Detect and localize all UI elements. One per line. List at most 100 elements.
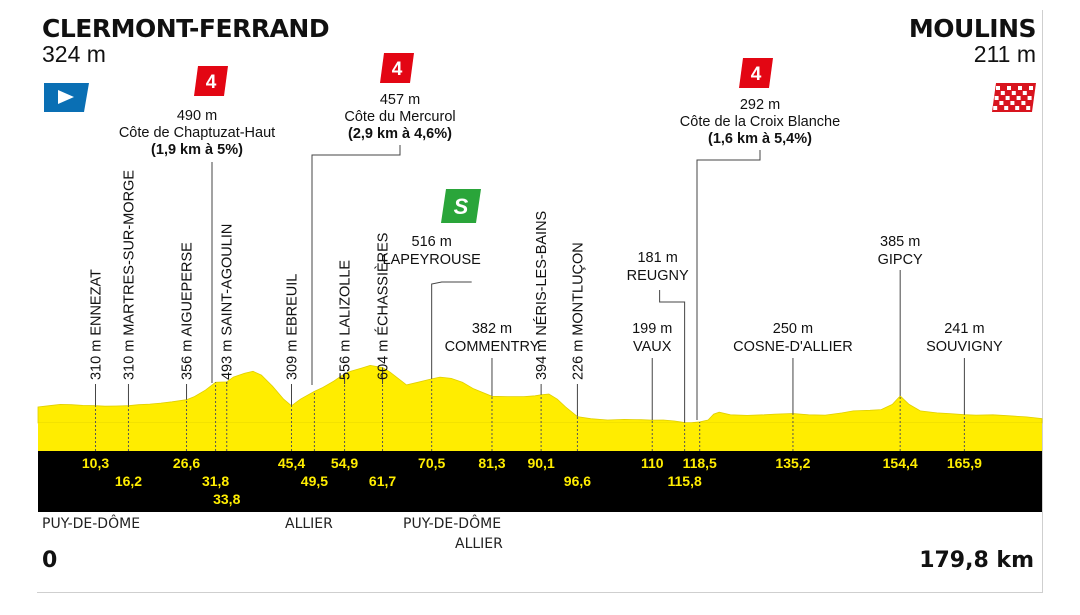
total-distance: 179,8 km — [919, 548, 1034, 573]
distance-bar — [38, 451, 1042, 512]
place-name-label: LAPEYROUSE — [383, 252, 482, 268]
vertical-place-label: 309 m EBREUIL — [285, 274, 301, 380]
km-label: 81,3 — [478, 455, 505, 471]
start-flag-icon — [44, 83, 89, 112]
km-label: 54,9 — [331, 455, 358, 471]
elevation-profile-area — [37, 364, 1043, 424]
km-label: 90,1 — [527, 455, 554, 471]
vertical-place-label: 310 m ENNEZAT — [89, 269, 105, 380]
km-label: 70,5 — [418, 455, 445, 471]
finish-flag-check — [996, 86, 1000, 90]
finish-flag-check — [1005, 96, 1010, 100]
km-label: 96,6 — [564, 473, 591, 489]
finish-flag-check — [993, 106, 998, 110]
km-label: 110 — [641, 455, 664, 471]
finish-flag-icon — [992, 83, 1036, 112]
km-label: 154,4 — [883, 455, 918, 471]
place-altitude-label: 516 m — [412, 234, 452, 250]
finish-flag-check — [1021, 101, 1026, 105]
finish-flag-check — [1011, 91, 1016, 95]
vertical-place-label: 556 m LALIZOLLE — [338, 260, 354, 380]
reugny-leader — [659, 290, 686, 423]
climb-altitude: 490 m — [177, 108, 217, 124]
badge-category: 4 — [206, 72, 217, 93]
km-label: 45,4 — [278, 455, 305, 471]
vertical-place-label: 604 m ÉCHASSIÈRES — [375, 233, 392, 380]
place-name-label: COSNE-D'ALLIER — [733, 339, 853, 355]
km-label: 118,5 — [683, 455, 717, 471]
badge-shape — [380, 53, 414, 83]
finish-flag-check — [994, 96, 999, 100]
place-name-label: COMMENTRY — [445, 339, 540, 355]
vertical-place-label: 226 m MONTLUÇON — [570, 242, 586, 380]
finish-altitude: 211 m — [973, 41, 1036, 67]
place-altitude-label: 382 m — [472, 321, 512, 337]
lapeyrouse-leader — [431, 281, 472, 379]
sprint-badge-letter: S — [454, 194, 469, 219]
finish-flag-check — [1000, 91, 1005, 95]
finish-flag-check — [1010, 101, 1015, 105]
start-flag-arrow — [58, 90, 74, 104]
place-altitude-label: 250 m — [773, 321, 813, 337]
km-label: 31,8 — [202, 473, 229, 489]
climb-name: Côte de Chaptuzat-Haut — [119, 125, 275, 141]
climb-category-badge: 4 — [739, 58, 773, 88]
climb-altitude: 292 m — [740, 97, 780, 113]
climb-detail: (1,6 km à 5,4%) — [708, 131, 812, 147]
sprint-badge-shape — [441, 189, 481, 223]
climb-category-badge: 4 — [380, 53, 414, 83]
finish-flag-check — [1022, 91, 1027, 95]
sprint-badge: S — [441, 189, 481, 223]
vertical-place-label: 394 m NÉRIS-LES-BAINS — [533, 211, 550, 380]
climb-name: Côte du Mercurol — [344, 109, 455, 125]
finish-flag-check — [1026, 106, 1031, 110]
finish-flag-check — [1018, 86, 1022, 90]
place-altitude-label: 181 m — [637, 250, 677, 266]
finish-flag-check — [1004, 106, 1009, 110]
place-altitude-label: 241 m — [944, 321, 984, 337]
start-town-name: CLERMONT-FERRAND — [42, 14, 330, 43]
place-name-label: REUGNY — [627, 268, 689, 284]
vertical-place-label: 493 m SAINT-AGOULIN — [220, 224, 236, 380]
climb-leader — [311, 145, 401, 385]
km-label: 10,3 — [82, 455, 109, 471]
km-label: 26,6 — [173, 455, 200, 471]
region-label-allier-2: ALLIER — [455, 536, 503, 552]
finish-flag-check — [1029, 86, 1033, 90]
start-km: 0 — [42, 548, 58, 573]
finish-flag-check — [1016, 96, 1021, 100]
km-label: 61,7 — [369, 473, 396, 489]
profile-frame — [37, 10, 1043, 593]
climb-leader — [696, 150, 761, 420]
place-altitude-label: 385 m — [880, 234, 920, 250]
profile-base-band — [38, 423, 1042, 451]
climb-altitude: 457 m — [380, 92, 420, 108]
badge-shape — [739, 58, 773, 88]
km-label: 33,8 — [213, 491, 240, 507]
climb-category-badge: 4 — [194, 66, 228, 96]
finish-town-name: MOULINS — [908, 14, 1037, 43]
vertical-place-label: 310 m MARTRES-SUR-MORGE — [121, 170, 137, 380]
badge-category: 4 — [392, 59, 403, 80]
place-name-label: GIPCY — [878, 252, 923, 268]
badge-category: 4 — [751, 64, 762, 85]
region-label-puy-de-dome-2: PUY-DE-DÔME — [403, 516, 502, 532]
climb-name: Côte de la Croix Blanche — [680, 114, 840, 130]
region-label-puy-de-dome: PUY-DE-DÔME — [42, 516, 141, 532]
place-name-label: SOUVIGNY — [926, 339, 1003, 355]
km-label: 16,2 — [115, 473, 142, 489]
finish-flag-check — [999, 101, 1004, 105]
place-name-label: VAUX — [633, 339, 672, 355]
climb-detail: (2,9 km à 4,6%) — [348, 126, 452, 142]
badge-shape — [194, 66, 228, 96]
km-label: 115,8 — [667, 473, 701, 489]
finish-flag-check — [1007, 86, 1011, 90]
start-altitude: 324 m — [42, 41, 106, 67]
vertical-place-label: 356 m AIGUEPERSE — [180, 242, 196, 380]
finish-flag-check — [1015, 106, 1020, 110]
km-label: 135,2 — [775, 455, 810, 471]
finish-flag-check — [1027, 96, 1032, 100]
km-label: 49,5 — [301, 473, 328, 489]
region-label-allier: ALLIER — [285, 516, 333, 532]
